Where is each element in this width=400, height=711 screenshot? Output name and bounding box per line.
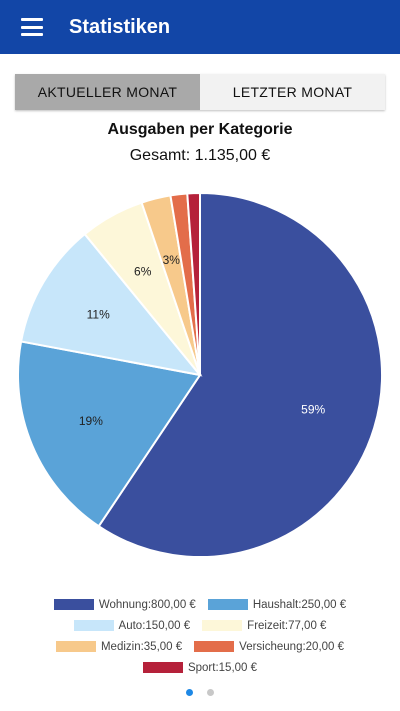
- page-title: Statistiken: [69, 15, 171, 38]
- legend-swatch: [73, 620, 114, 631]
- page-dot-1[interactable]: [186, 689, 193, 696]
- pie-slice-auto[interactable]: [19, 232, 203, 377]
- pie-label-wohnung: 59%: [301, 402, 325, 416]
- tab-current-month[interactable]: AKTUELLER MONAT: [15, 74, 200, 110]
- legend-label: Haushalt:250,00 €: [252, 598, 347, 611]
- hamburger-menu-icon[interactable]: [21, 18, 43, 36]
- pie-slice-sport[interactable]: [186, 191, 201, 376]
- legend-label: Sport:15,00 €: [187, 661, 258, 674]
- pie-label-haushalt: 19%: [79, 414, 103, 428]
- legend-item-medizin: Medizin:35,00 €: [55, 640, 183, 653]
- legend-swatch: [53, 599, 94, 610]
- legend-swatch: [194, 641, 235, 652]
- legend-label: Freizeit:77,00 €: [247, 619, 327, 632]
- pie-label-medizin: 3%: [163, 253, 181, 267]
- legend-swatch: [202, 620, 243, 631]
- pie-slice-wohnung[interactable]: [97, 191, 383, 558]
- pie-chart: 59% 19% 11% 6% 3%: [17, 191, 383, 558]
- legend-swatch: [142, 662, 183, 673]
- pie-slice-haushalt[interactable]: [17, 340, 202, 528]
- legend-row: Wohnung:800,00 € Haushalt:250,00 €: [0, 594, 400, 615]
- chart-title: Ausgaben per Kategorie: [107, 121, 293, 138]
- legend-item-wohnung: Wohnung:800,00 €: [53, 598, 196, 611]
- legend-item-auto: Auto:150,00 €: [73, 619, 191, 632]
- legend-item-haushalt: Haushalt:250,00 €: [207, 598, 347, 611]
- legend-row: Auto:150,00 € Freizeit:77,00 €: [0, 615, 400, 636]
- legend-item-versicheung: Versicheung:20,00 €: [194, 641, 344, 653]
- legend-swatch: [55, 641, 96, 652]
- legend-label: Medizin:35,00 €: [100, 640, 183, 653]
- legend-label: Auto:150,00 €: [118, 619, 191, 632]
- chart-subtitle: Gesamt: 1.135,00 €: [129, 147, 271, 164]
- pie-label-auto: 11%: [87, 308, 110, 322]
- month-tabs: AKTUELLER MONAT LETZTER MONAT: [15, 74, 385, 110]
- page-dot-2[interactable]: [207, 689, 214, 696]
- legend-label: Versicheung:20,00 €: [239, 640, 345, 653]
- legend-swatch: [207, 599, 248, 610]
- legend-item-freizeit: Freizeit:77,00 €: [202, 620, 326, 632]
- legend-item-sport: Sport:15,00 €: [142, 661, 258, 674]
- legend-row: Medizin:35,00 € Versicheung:20,00 €: [0, 636, 400, 657]
- app-bar: Statistiken: [0, 0, 400, 54]
- pie-label-freizeit: 6%: [134, 265, 152, 279]
- tab-last-month[interactable]: LETZTER MONAT: [200, 74, 385, 110]
- legend-label: Wohnung:800,00 €: [98, 598, 196, 611]
- page-indicator: [0, 689, 400, 696]
- chart-legend: Wohnung:800,00 € Haushalt:250,00 € Auto:…: [0, 594, 400, 678]
- legend-row: Sport:15,00 €: [0, 657, 400, 678]
